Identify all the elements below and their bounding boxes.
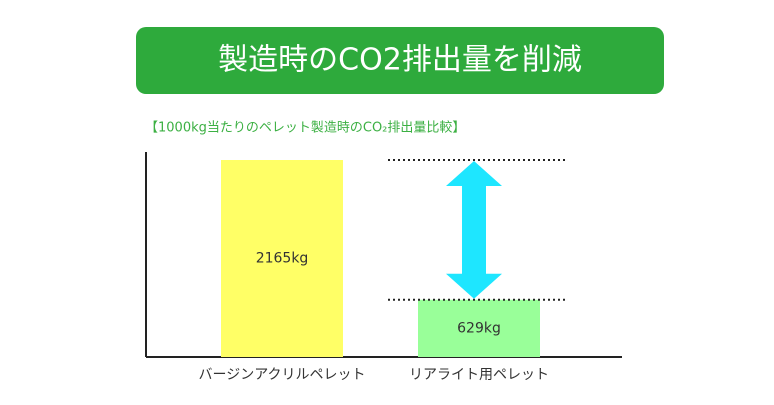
difference-arrow: [446, 161, 502, 299]
bar: [418, 299, 540, 357]
chart-title: 製造時のCO2排出量を削減: [218, 43, 582, 78]
data-label: 2165kg: [256, 251, 309, 267]
title-banner: [136, 27, 664, 94]
x-tick-label: バージンアクリルペレット: [198, 367, 365, 383]
chart-subtitle: 【1000kg当たりのペレット製造時のCO₂排出量比較】: [145, 121, 465, 136]
x-tick-label: リアライト用ペレット: [409, 367, 549, 383]
bar: [221, 160, 343, 357]
data-label: 629kg: [457, 320, 501, 336]
